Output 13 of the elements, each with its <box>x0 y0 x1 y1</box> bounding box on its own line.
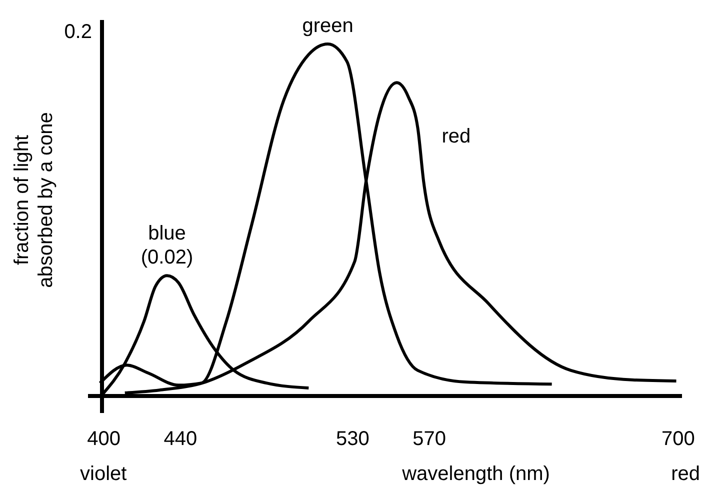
x-tick-label: 440 <box>164 428 198 450</box>
x-tick-label: 570 <box>412 428 446 450</box>
x-tick-label: 400 <box>87 428 121 450</box>
x-axis-title: wavelength (nm) <box>401 463 550 485</box>
text: violet <box>80 463 128 485</box>
series-label: blue (0.02) <box>140 222 194 269</box>
series-label: red <box>442 126 471 148</box>
text: 0.2 <box>64 21 92 43</box>
series-label: green <box>302 15 354 37</box>
y-axis-title: fraction of light absorbed by a cone <box>11 112 57 288</box>
x-tick-label: 530 <box>336 428 370 450</box>
text: red <box>671 463 700 485</box>
x-tick-label: 700 <box>661 428 695 450</box>
